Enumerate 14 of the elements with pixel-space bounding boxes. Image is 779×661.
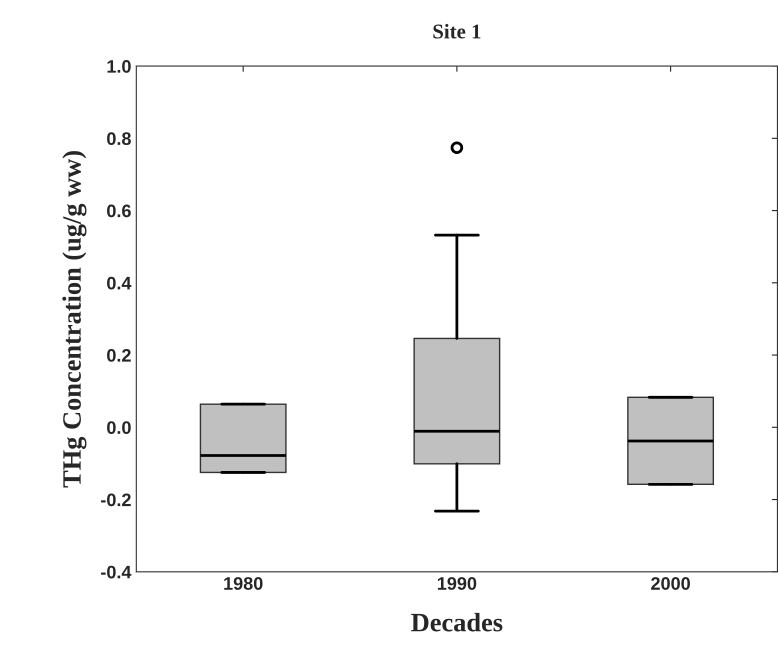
y-tick-label: -0.2 — [101, 493, 131, 506]
x-tick-label: 1990 — [438, 577, 476, 590]
x-tick-label: 2000 — [651, 577, 690, 590]
x-tick-label: 1980 — [224, 577, 263, 590]
y-axis-title: THg Concentration (ug/g ww) — [62, 151, 86, 488]
y-tick-label: 1.0 — [108, 60, 131, 73]
x-axis-title: Decades — [411, 612, 502, 632]
y-tick-label: 0.2 — [107, 348, 131, 362]
y-tick-label: -0.4 — [101, 566, 132, 578]
chart-title: Site 1 — [433, 24, 480, 39]
y-tick-label: 0.8 — [107, 132, 131, 146]
y-tick-label: 0.6 — [107, 204, 131, 218]
y-tick-label: 0.0 — [107, 421, 131, 434]
y-tick-label: 0.4 — [107, 276, 132, 290]
